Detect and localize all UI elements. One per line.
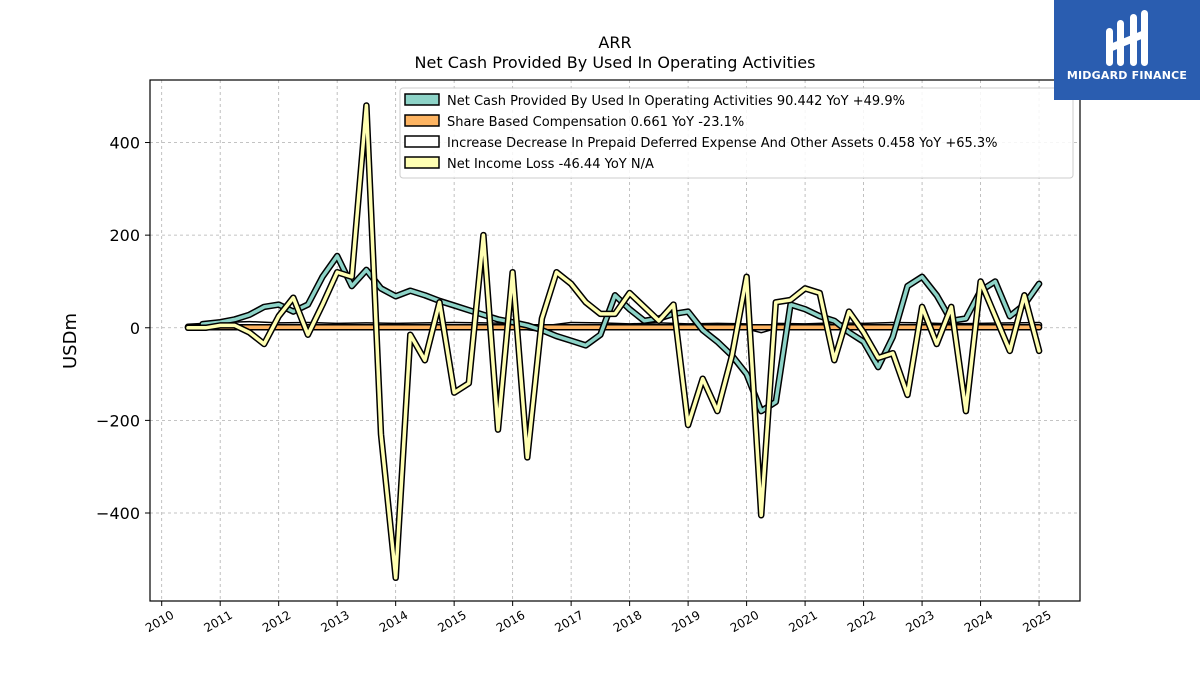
legend-swatch: [404, 156, 440, 169]
y-tick-label: −400: [96, 504, 140, 523]
series-layer: [184, 102, 1043, 582]
x-tick-label: 2023: [903, 608, 936, 635]
x-tick-label: 2011: [201, 608, 234, 635]
logo-text: MIDGARD FINANCE: [1066, 69, 1188, 82]
legend-swatch: [404, 114, 440, 127]
legend-label: Net Income Loss -46.44 YoY N/A: [447, 157, 654, 172]
x-tick-label: 2022: [845, 608, 878, 635]
series-line: [186, 103, 1041, 580]
y-tick-label: 0: [130, 319, 140, 338]
x-tick-label: 2025: [1020, 608, 1053, 635]
legend-swatch: [404, 135, 440, 148]
y-tick-label: 200: [109, 226, 140, 245]
x-tick-label: 2012: [260, 608, 293, 635]
x-tick-label: 2018: [611, 608, 644, 635]
midgard-finance-logo: MIDGARD FINANCE: [1054, 0, 1200, 100]
x-tick-label: 2017: [552, 608, 585, 635]
x-tick-label: 2015: [435, 608, 468, 635]
legend-label: Net Cash Provided By Used In Operating A…: [447, 94, 905, 109]
chart-title: ARR: [598, 33, 631, 52]
x-tick-label: 2010: [143, 608, 176, 635]
legend-box: [399, 87, 1074, 179]
chart-subtitle: Net Cash Provided By Used In Operating A…: [415, 53, 816, 72]
y-tick-label: 400: [109, 134, 140, 153]
legend-label: Increase Decrease In Prepaid Deferred Ex…: [447, 136, 998, 151]
x-tick-label: 2019: [669, 608, 702, 635]
x-tick-label: 2014: [377, 608, 410, 635]
plot-frame: [149, 79, 1081, 602]
x-tick-label: 2020: [728, 608, 761, 635]
x-tick-label: 2024: [962, 608, 995, 635]
legend-swatch: [404, 93, 440, 106]
y-axis-label: USDm: [60, 313, 81, 369]
legend: Net Cash Provided By Used In Operating A…: [399, 87, 1074, 179]
x-tick-label: 2016: [494, 608, 527, 635]
series-0: [199, 252, 1043, 415]
x-tick-label: 2013: [318, 608, 351, 635]
legend-label: Share Based Compensation 0.661 YoY -23.1…: [447, 115, 744, 130]
series-outline: [199, 252, 1043, 415]
x-tick-label: 2021: [786, 608, 819, 635]
y-tick-label: −200: [96, 411, 140, 430]
series-3: [184, 102, 1043, 582]
logo-mark-icon: [1106, 10, 1148, 66]
